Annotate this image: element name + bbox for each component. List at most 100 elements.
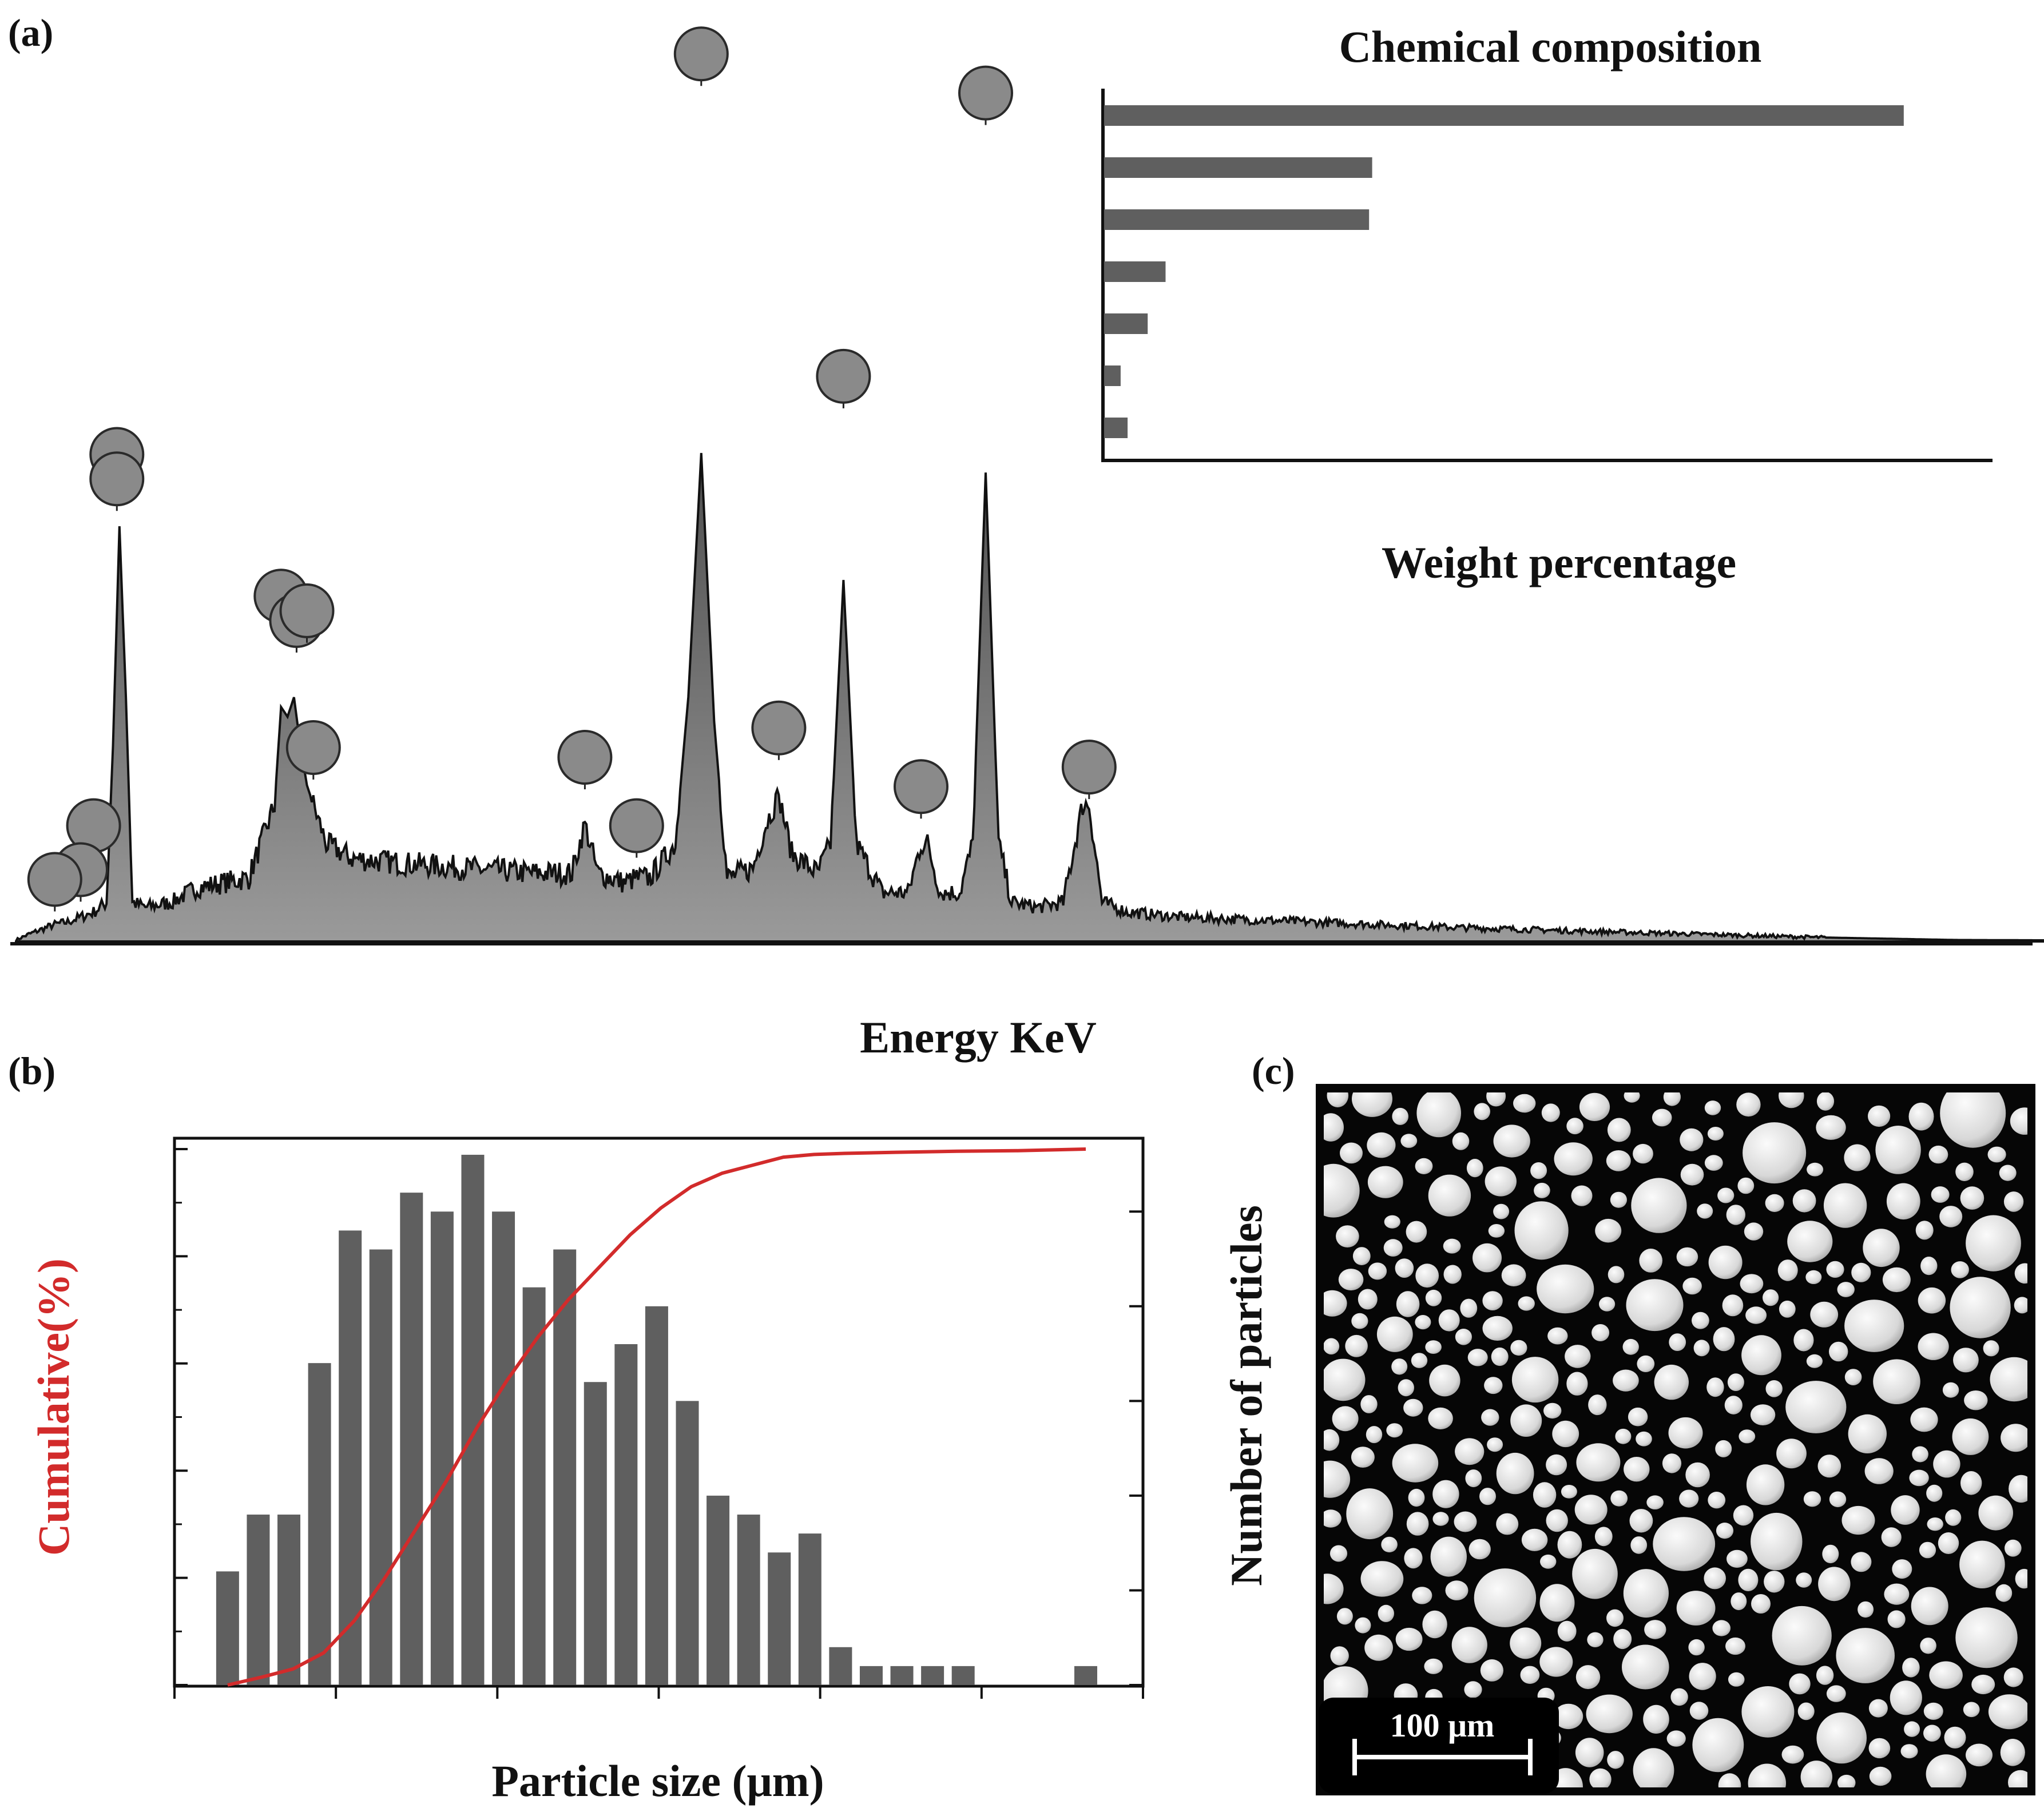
- powder-particle: [1713, 1327, 1735, 1352]
- eds-spectrum-chart: Energy KeV: [10, 26, 2044, 1062]
- powder-particle: [1764, 1571, 1785, 1593]
- psd-bar: [369, 1249, 392, 1685]
- composition-bar: [1104, 261, 1166, 282]
- powder-particle: [1610, 1191, 1627, 1208]
- powder-particle: [1626, 1279, 1684, 1332]
- powder-particle: [1599, 1297, 1616, 1312]
- powder-particle: [1520, 1666, 1540, 1684]
- powder-particle: [1324, 1573, 1344, 1604]
- psd-bar: [951, 1666, 975, 1685]
- powder-particle: [1836, 1628, 1895, 1683]
- powder-particle: [1378, 1604, 1394, 1622]
- powder-particle: [1496, 1452, 1534, 1495]
- powder-particle: [1805, 1270, 1822, 1284]
- powder-particle: [1452, 1132, 1470, 1150]
- psd-bar: [829, 1647, 852, 1685]
- powder-particle: [2015, 1568, 2027, 1589]
- powder-particle: [1324, 1113, 1344, 1142]
- powder-particle: [1415, 1158, 1433, 1174]
- panel-label-b: (b): [8, 1049, 55, 1092]
- psd-bar: [553, 1249, 577, 1685]
- powder-particle: [1779, 1300, 1796, 1318]
- powder-particle: [1806, 1354, 1823, 1368]
- powder-particle: [1493, 1124, 1530, 1158]
- peak-marker-circle: [609, 798, 664, 853]
- psd-bar: [737, 1515, 760, 1685]
- peak-marker-circle: [557, 730, 613, 785]
- powder-particle: [1960, 1186, 1985, 1210]
- powder-particle: [1491, 1347, 1509, 1366]
- powder-particle: [1606, 1609, 1624, 1627]
- peak-marker: [816, 348, 871, 408]
- powder-particle: [1623, 1569, 1669, 1618]
- psd-bars: [216, 1154, 1097, 1685]
- sem-micrograph: 100 μm: [1316, 1084, 2035, 1795]
- powder-particle: [1851, 1552, 1872, 1572]
- peak-marker-circle: [958, 65, 1013, 121]
- spectrum-x-title: Energy KeV: [860, 1012, 1097, 1062]
- powder-particle: [1338, 1269, 1364, 1291]
- powder-particle: [1481, 1409, 1499, 1426]
- powder-particle: [1588, 1394, 1607, 1416]
- powder-particle: [1817, 1455, 1841, 1478]
- powder-particle: [1708, 1245, 1743, 1279]
- powder-particle: [1633, 1748, 1674, 1787]
- powder-particle: [1485, 1166, 1517, 1197]
- psd-bar: [277, 1515, 301, 1685]
- powder-particle: [1546, 1454, 1567, 1476]
- powder-particle: [1689, 1702, 1709, 1720]
- powder-particle: [1680, 1163, 1704, 1186]
- powder-particle: [1844, 1369, 1862, 1386]
- powder-particle: [1863, 1229, 1900, 1267]
- powder-particle: [1868, 1699, 1888, 1718]
- powder-particle: [1486, 1092, 1506, 1107]
- powder-particle: [1919, 1541, 1936, 1559]
- powder-particle: [1546, 1509, 1568, 1532]
- powder-particle: [1468, 1539, 1491, 1560]
- powder-particle: [1488, 1224, 1505, 1238]
- composition-x-title: Weight percentage: [1382, 538, 1736, 587]
- powder-particle: [1539, 1584, 1575, 1622]
- powder-particle: [1918, 1287, 1946, 1314]
- powder-particle: [1484, 1377, 1503, 1394]
- powder-particle: [1336, 1608, 1353, 1625]
- powder-particle: [1460, 1298, 1478, 1318]
- powder-particle: [1966, 1215, 2021, 1271]
- powder-particle: [1510, 1404, 1542, 1437]
- powder-particle: [1455, 1329, 1472, 1345]
- psd-bar: [492, 1211, 515, 1685]
- powder-particle: [1670, 1688, 1688, 1706]
- powder-particle: [1826, 1261, 1844, 1278]
- powder-particle: [1324, 1290, 1347, 1317]
- powder-particle: [1887, 1610, 1906, 1628]
- psd-y-left-title: Cumulative(%): [29, 1258, 78, 1556]
- peak-marker-circle: [1061, 740, 1117, 795]
- psd-bar: [339, 1230, 362, 1685]
- composition-bar: [1104, 313, 1148, 334]
- peak-marker: [285, 720, 341, 780]
- powder-particle: [1765, 1380, 1783, 1397]
- powder-particle: [1978, 1495, 2013, 1531]
- powder-particle: [1929, 1661, 1963, 1689]
- powder-particle: [2010, 1107, 2027, 1135]
- powder-particle: [1324, 1358, 1366, 1401]
- powder-particle: [1868, 1738, 1891, 1759]
- peak-marker: [958, 65, 1013, 125]
- powder-particle: [1718, 1773, 1741, 1787]
- powder-particle: [1513, 1094, 1536, 1113]
- powder-particle: [1741, 1686, 1795, 1738]
- powder-particle: [1911, 1587, 1948, 1626]
- powder-particle: [1688, 1639, 1705, 1656]
- psd-x-title: Particle size (μm): [491, 1756, 824, 1806]
- powder-particle: [1745, 1306, 1767, 1324]
- powder-particle: [1728, 1672, 1745, 1687]
- peak-marker: [751, 700, 807, 760]
- powder-particle: [1630, 1536, 1648, 1554]
- powder-particle: [1566, 1118, 1583, 1135]
- powder-particle: [1473, 1243, 1502, 1273]
- powder-particle: [1987, 1146, 2006, 1163]
- powder-particle: [1704, 1100, 1721, 1115]
- powder-particle: [1451, 1627, 1487, 1663]
- powder-particle: [1741, 1335, 1781, 1376]
- powder-particle: [1988, 1694, 2027, 1730]
